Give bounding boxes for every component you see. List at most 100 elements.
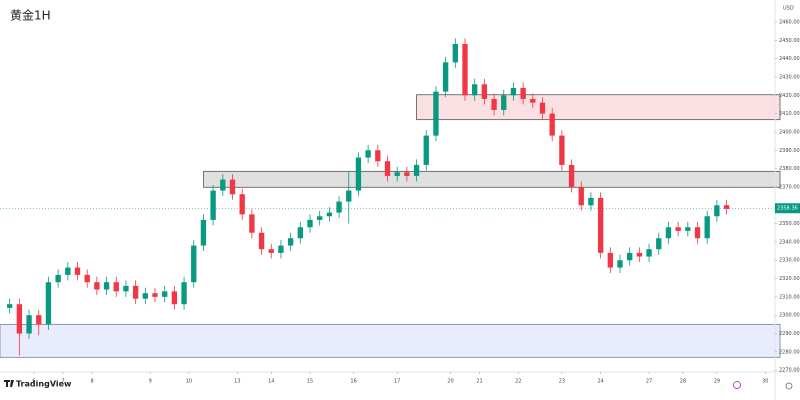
y-tick-label: 2410.00 (779, 111, 800, 117)
candle-body (714, 205, 720, 217)
candle-body (249, 214, 255, 233)
y-tick-label: 2430.00 (779, 74, 800, 80)
candle-body (297, 227, 303, 239)
candle-body (578, 186, 584, 206)
candle-body (452, 43, 458, 63)
candle-body (462, 43, 468, 96)
candle-body (220, 179, 226, 191)
candle-body (268, 249, 274, 253)
y-tick-label: 2390.00 (779, 148, 800, 154)
candle-body (627, 252, 633, 261)
settings-icon[interactable] (785, 382, 793, 390)
event-icon[interactable] (733, 381, 741, 389)
y-tick-label: 2290.00 (779, 331, 800, 337)
y-tick-label: 2370.00 (779, 184, 800, 190)
candle-body (481, 84, 488, 99)
candle-body (472, 84, 478, 96)
price-zone (416, 94, 781, 121)
candle-body (694, 227, 701, 239)
plot-area (0, 38, 781, 358)
x-tick-label: 9 (149, 379, 152, 385)
y-tick-label: 2350.00 (779, 221, 800, 227)
candle-body (355, 157, 362, 191)
candle-body (597, 197, 604, 253)
candle-body (413, 164, 420, 176)
y-tick-label: 2280.00 (779, 349, 800, 355)
candle-body (665, 227, 672, 239)
x-tick-label: 16 (350, 379, 356, 385)
x-tick-label: 20 (447, 379, 453, 385)
brand-name: TradingView (16, 380, 72, 389)
y-tick-label: 2460.00 (779, 19, 800, 25)
candle-body (278, 245, 284, 253)
candle-body (442, 62, 449, 92)
candle-body (365, 150, 371, 158)
candle-body (191, 245, 197, 283)
candle-body (510, 87, 517, 96)
y-tick-label: 2270.00 (779, 368, 800, 374)
candle-body (636, 252, 643, 257)
candle-body (317, 216, 323, 220)
candle-body (132, 285, 139, 299)
candle-body (501, 95, 507, 110)
candle-body (26, 315, 32, 334)
brand-logo: TradingView (4, 380, 72, 389)
x-tick-label: 7 (61, 379, 64, 385)
y-tick-label: 2450.00 (779, 38, 800, 44)
x-tick-label: 24 (597, 379, 603, 385)
candle-body (588, 197, 594, 206)
candle-body (45, 282, 52, 325)
candle-body (646, 249, 652, 257)
y-tick-label: 2320.00 (779, 276, 800, 282)
y-tick-label: 2420.00 (779, 93, 800, 99)
x-tick-label: 15 (307, 379, 313, 385)
x-tick-label: 29 (714, 379, 720, 385)
y-tick-label: 2300.00 (779, 313, 800, 319)
candle-body (491, 98, 497, 110)
candle-body (336, 201, 342, 213)
x-tick-label: 17 (394, 379, 400, 385)
candle-body (113, 282, 119, 292)
candle-body (704, 216, 710, 239)
chart-title: 黄金1H (10, 8, 51, 23)
x-tick-label: 23 (559, 379, 565, 385)
x-tick-label: 8 (90, 379, 93, 385)
x-tick-label: 28 (680, 379, 686, 385)
candle-body (258, 232, 265, 250)
price-zone (203, 170, 781, 188)
candle-body (433, 91, 439, 136)
candle-body (326, 212, 333, 217)
x-tick-label: 6 (32, 379, 35, 385)
candle-body (84, 274, 90, 283)
candle-body (559, 135, 565, 165)
candle-body (656, 238, 662, 250)
candle-body (123, 285, 129, 292)
candle-body (423, 135, 429, 165)
candle-body (530, 98, 536, 103)
last-price-label: 2358.36 (777, 206, 798, 212)
candle-body (229, 179, 236, 195)
candle-body (568, 164, 575, 187)
x-tick-label: 13 (234, 379, 240, 385)
candle-body (36, 315, 42, 325)
candle-body (384, 161, 391, 176)
y-tick-label: 2440.00 (779, 56, 800, 62)
candle-body (346, 190, 352, 202)
candle-body (171, 291, 178, 305)
candle-body (404, 172, 410, 176)
y-tick-label: 2310.00 (779, 294, 800, 300)
candle-body (94, 282, 100, 290)
candle-body (375, 150, 381, 162)
x-tick-label: 22 (515, 379, 521, 385)
candle-body (675, 227, 681, 231)
x-tick-label: 10 (186, 379, 192, 385)
last-price-tag (775, 203, 800, 214)
y-tick-label: 2330.00 (779, 258, 800, 264)
candle-body (617, 260, 623, 268)
candle-body (103, 282, 110, 290)
logo-icon (4, 380, 14, 387)
candle-body (65, 267, 71, 275)
candle-body (685, 227, 691, 231)
candle-body (162, 291, 168, 297)
